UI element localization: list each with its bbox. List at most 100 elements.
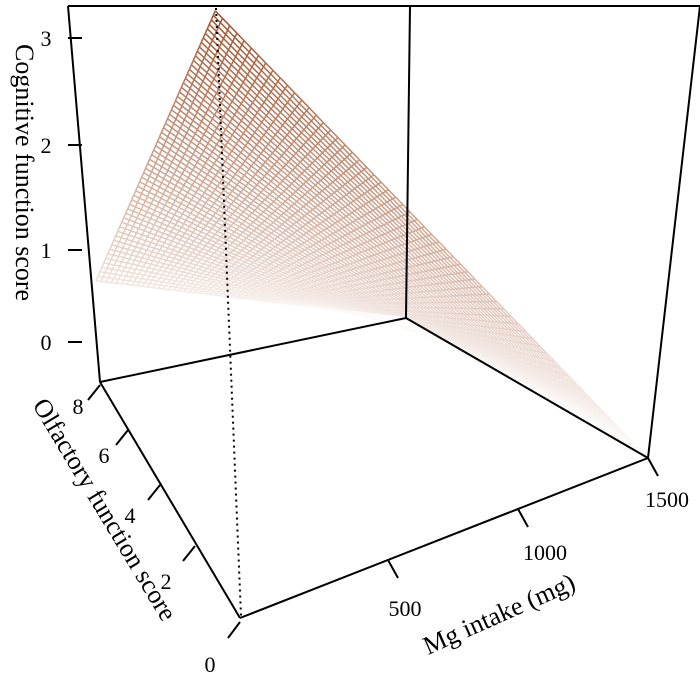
surface-gridline <box>387 189 397 198</box>
surface-gridline <box>254 115 263 123</box>
surface-gridline <box>270 124 279 133</box>
surface-gridline <box>446 307 454 315</box>
surface-gridline <box>110 254 114 260</box>
surface-gridline <box>466 313 475 321</box>
surface-gridline <box>232 40 241 50</box>
surface-gridline <box>382 243 390 251</box>
surface-gridline <box>614 425 623 435</box>
surface-gridline <box>166 197 170 202</box>
surface-gridline <box>459 301 468 309</box>
surface-gridline <box>282 91 291 100</box>
surface-gridline <box>315 216 324 223</box>
surface-gridline <box>517 323 526 332</box>
surface-gridline <box>196 125 201 130</box>
surface-gridline <box>181 105 189 112</box>
surface-gridline <box>466 319 475 326</box>
surface-gridline <box>437 268 446 276</box>
surface-gridline <box>231 82 240 91</box>
surface-gridline <box>106 263 110 269</box>
surface-gridline <box>553 366 562 375</box>
surface-gridline <box>577 413 586 421</box>
surface-gridline <box>440 259 449 268</box>
surface-gridline <box>199 124 207 132</box>
surface-gridline <box>386 201 395 210</box>
surface-gridline <box>552 383 561 392</box>
surface-gridline <box>336 189 345 198</box>
surface-gridline <box>336 151 345 160</box>
surface-gridline <box>277 114 286 123</box>
surface-gridline <box>429 244 438 253</box>
surface-gridline <box>553 371 562 380</box>
surface-gridline <box>327 132 336 141</box>
surface-gridline <box>570 394 579 403</box>
surface-gridline <box>158 197 162 203</box>
surface-gridline <box>530 383 538 390</box>
surface-gridline <box>602 423 611 432</box>
surface-gridline <box>446 295 454 303</box>
surface-gridline <box>355 219 363 227</box>
surface-gridline <box>414 257 423 265</box>
surface-gridline <box>485 293 494 303</box>
surface-gridline <box>574 409 583 417</box>
surface-gridline <box>506 357 514 364</box>
surface-gridline <box>479 330 488 338</box>
surface-gridline <box>401 252 410 261</box>
surface-gridline <box>211 118 220 125</box>
surface-gridline <box>310 199 319 206</box>
surface-gridline <box>442 312 451 319</box>
surface-gridline <box>585 396 595 405</box>
surface-gridline <box>188 64 193 70</box>
surface-gridline <box>391 220 401 228</box>
surface-gridline <box>301 196 310 203</box>
surface-gridline <box>240 120 249 128</box>
surface-gridline <box>327 147 336 156</box>
surface-gridline <box>540 382 548 390</box>
surface-gridline <box>173 118 177 124</box>
surface-gridline <box>488 348 496 355</box>
surface-gridline <box>249 88 258 97</box>
surface-gridline <box>407 250 416 259</box>
surface-gridline <box>164 118 169 124</box>
surface-gridline <box>563 387 572 396</box>
surface-gridline <box>445 289 454 297</box>
surface-gridline <box>542 352 552 361</box>
surface-gridline <box>208 19 212 25</box>
surface-gridline <box>315 171 324 179</box>
surface-gridline <box>412 273 421 280</box>
surface-gridline <box>268 94 277 103</box>
surface-gridline <box>212 10 216 16</box>
surface-gridline <box>250 165 259 172</box>
surface-gridline <box>312 186 320 194</box>
surface-gridline <box>436 290 444 297</box>
surface-gridline <box>212 55 216 61</box>
surface-gridline <box>102 272 106 278</box>
surface-gridline <box>603 416 612 425</box>
surface-gridline <box>495 353 503 361</box>
surface-gridline <box>390 210 399 219</box>
surface-gridline <box>293 125 302 134</box>
surface-gridline <box>312 133 322 142</box>
surface-gridline <box>513 359 521 367</box>
surface-gridline <box>460 272 470 281</box>
surface-gridline <box>426 245 435 254</box>
surface-gridline <box>493 308 502 317</box>
surface-gridline <box>210 63 219 72</box>
surface-gridline <box>483 320 492 328</box>
surface-gridline <box>167 131 171 138</box>
surface-gridline <box>464 279 473 288</box>
surface-gridline <box>564 374 573 383</box>
surface-gridline <box>302 158 311 167</box>
surface-gridline <box>354 238 362 245</box>
surface-gridline <box>514 369 523 376</box>
surface-gridline <box>265 62 274 71</box>
surface-gridline <box>511 335 520 344</box>
surface-gridline <box>286 149 294 157</box>
surface-gridline <box>395 196 404 206</box>
surface-gridline <box>206 68 210 74</box>
surface-gridline <box>121 257 125 263</box>
surface-gridline <box>482 301 491 310</box>
surface-gridline <box>456 307 465 315</box>
surface-gridline <box>444 266 453 275</box>
surface-gridline <box>399 261 408 269</box>
surface-gridline <box>458 288 467 296</box>
